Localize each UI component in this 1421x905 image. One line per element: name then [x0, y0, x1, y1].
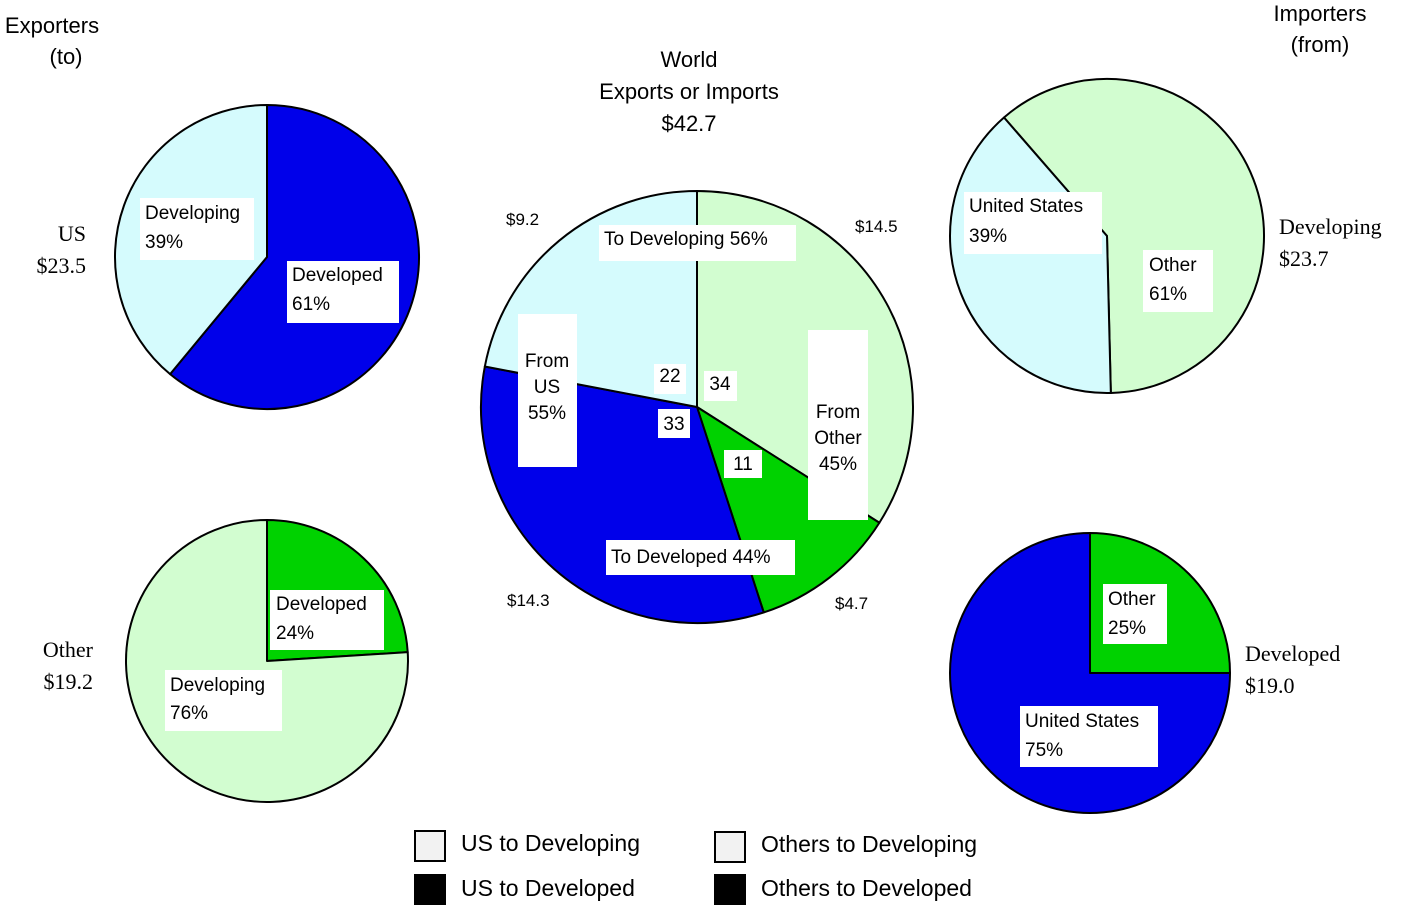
- world-from-other-line1: From: [816, 402, 860, 423]
- slice-label-developed-other: Other: [1108, 589, 1156, 610]
- slice-label-other-developing: Developing: [170, 675, 265, 696]
- world-from-other-line2: Other: [814, 428, 862, 449]
- slice-pct-other-developed: 24%: [276, 623, 314, 644]
- world-amount-others-developed: $4.7: [835, 594, 868, 613]
- world-title: World: [660, 47, 717, 72]
- world-amount-others-developing: $14.5: [855, 217, 898, 236]
- developed-importer-amount: $19.0: [1245, 673, 1295, 698]
- legend-label-others-developed: Others to Developed: [761, 875, 972, 901]
- world-from-us-line1: From: [525, 351, 569, 372]
- developed-importer-label: Developed: [1245, 641, 1340, 666]
- world-to-developing-label: To Developing 56%: [604, 229, 768, 250]
- world-amount-us-developing: $9.2: [506, 210, 539, 229]
- slice-label-other-developed: Developed: [276, 594, 367, 615]
- slice-pct-developed-us: 75%: [1025, 740, 1063, 761]
- world-to-developed-label: To Developed 44%: [611, 547, 771, 568]
- slice-pct-developing-us: 39%: [969, 226, 1007, 247]
- other-exporter-amount: $19.2: [44, 669, 94, 694]
- world-value-others-developing: 34: [709, 374, 731, 395]
- slice-label-developed-us: United States: [1025, 711, 1139, 732]
- slice-pct-developing-other: 61%: [1149, 284, 1187, 305]
- legend-swatch-us-developed: [414, 874, 446, 905]
- us-exporter-amount: $23.5: [37, 253, 87, 278]
- pie-slice-developing_importers-other: [1003, 78, 1265, 394]
- world-value-others-developed: 11: [733, 454, 753, 475]
- other-exporter-label: Other: [43, 637, 94, 662]
- importers-header-sub: (from): [1291, 32, 1350, 57]
- legend-swatch-others-developed: [714, 874, 746, 905]
- world-from-other-line3: 45%: [819, 454, 857, 475]
- slice-pct-us-developed: 61%: [292, 294, 330, 315]
- world-total: $42.7: [661, 111, 716, 136]
- importers-header: Importers: [1274, 1, 1367, 26]
- world-from-us-line3: 55%: [528, 403, 566, 424]
- legend-swatch-others-developing: [714, 831, 746, 863]
- exporters-header: Exporters: [5, 13, 99, 38]
- developing-importer-label: Developing: [1279, 214, 1382, 239]
- world-amount-us-developed: $14.3: [507, 591, 550, 610]
- slice-label-developing-us: United States: [969, 196, 1083, 217]
- world-value-us-developing: 22: [659, 366, 680, 387]
- pie-slice-developing_importers-united-states: [949, 116, 1112, 394]
- world-value-us-developed: 33: [663, 414, 684, 435]
- pie-slice-other_exporters-developing: [125, 519, 409, 803]
- legend: US to Developing Others to Developing US…: [414, 830, 977, 905]
- world-from-us-line2: US: [534, 377, 560, 398]
- pie-slice-us_exporters-developed: [169, 104, 420, 410]
- slice-pct-developed-other: 25%: [1108, 618, 1146, 639]
- slice-label-us-developed: Developed: [292, 265, 383, 286]
- pie-slices-layer: [114, 78, 1265, 814]
- legend-label-us-developed: US to Developed: [461, 875, 635, 901]
- us-exporter-label: US: [58, 221, 86, 246]
- slice-pct-other-developing: 76%: [170, 703, 208, 724]
- slice-label-us-developing: Developing: [145, 203, 240, 224]
- slice-pct-us-developing: 39%: [145, 232, 183, 253]
- slice-label-developing-other: Other: [1149, 255, 1197, 276]
- legend-label-us-developing: US to Developing: [461, 830, 640, 856]
- exporters-header-sub: (to): [50, 44, 83, 69]
- legend-swatch-us-developing: [414, 830, 446, 862]
- world-title-line2: Exports or Imports: [599, 79, 779, 104]
- legend-label-others-developing: Others to Developing: [761, 831, 977, 857]
- developing-importer-amount: $23.7: [1279, 246, 1329, 271]
